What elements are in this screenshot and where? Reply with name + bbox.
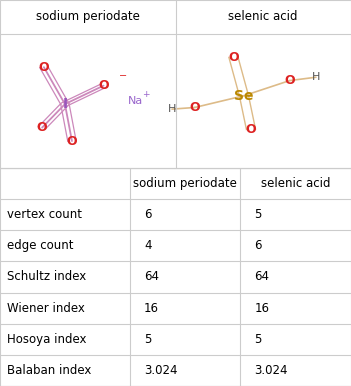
Text: 16: 16 (144, 301, 159, 315)
Text: Balaban index: Balaban index (7, 364, 91, 377)
Text: Se: Se (234, 89, 254, 103)
Text: −: − (119, 71, 127, 81)
Text: O: O (67, 135, 77, 147)
Text: 3.024: 3.024 (144, 364, 177, 377)
Text: 16: 16 (254, 301, 270, 315)
Text: 3.024: 3.024 (254, 364, 288, 377)
Text: sodium periodate: sodium periodate (133, 177, 237, 190)
Text: O: O (228, 51, 239, 64)
Text: Hosoya index: Hosoya index (7, 333, 86, 346)
Text: 6: 6 (254, 239, 262, 252)
Text: 4: 4 (144, 239, 151, 252)
Text: Wiener index: Wiener index (7, 301, 85, 315)
Text: vertex count: vertex count (7, 208, 82, 221)
Text: 5: 5 (144, 333, 151, 346)
Text: selenic acid: selenic acid (261, 177, 331, 190)
Text: Na: Na (128, 96, 143, 106)
Text: H: H (312, 72, 320, 82)
Text: O: O (37, 121, 47, 134)
Text: 5: 5 (254, 333, 262, 346)
Text: edge count: edge count (7, 239, 73, 252)
Text: O: O (284, 74, 295, 87)
Text: I: I (62, 97, 67, 111)
Text: 6: 6 (144, 208, 151, 221)
Text: sodium periodate: sodium periodate (36, 10, 140, 23)
Text: O: O (39, 61, 49, 74)
Text: 64: 64 (144, 271, 159, 283)
Text: O: O (98, 79, 109, 92)
Text: 5: 5 (254, 208, 262, 221)
Text: +: + (142, 90, 150, 98)
Text: O: O (190, 101, 200, 114)
Text: Schultz index: Schultz index (7, 271, 86, 283)
Text: 64: 64 (254, 271, 270, 283)
Text: selenic acid: selenic acid (229, 10, 298, 23)
Text: H: H (168, 104, 176, 114)
Text: O: O (246, 123, 256, 136)
